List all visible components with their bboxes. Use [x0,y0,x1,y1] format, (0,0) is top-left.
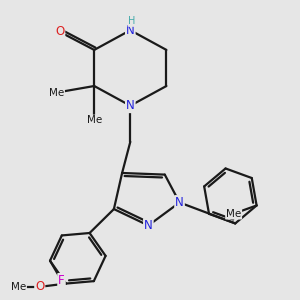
Text: Me: Me [87,116,102,125]
Text: Me: Me [49,88,64,98]
Text: O: O [55,26,64,38]
Text: N: N [175,196,184,209]
Text: H: H [128,16,136,26]
Text: N: N [126,24,135,37]
Text: N: N [126,99,135,112]
Text: F: F [58,274,65,287]
Text: O: O [35,280,44,293]
Text: Me: Me [11,282,26,292]
Text: Me: Me [226,209,241,219]
Text: N: N [144,219,153,232]
